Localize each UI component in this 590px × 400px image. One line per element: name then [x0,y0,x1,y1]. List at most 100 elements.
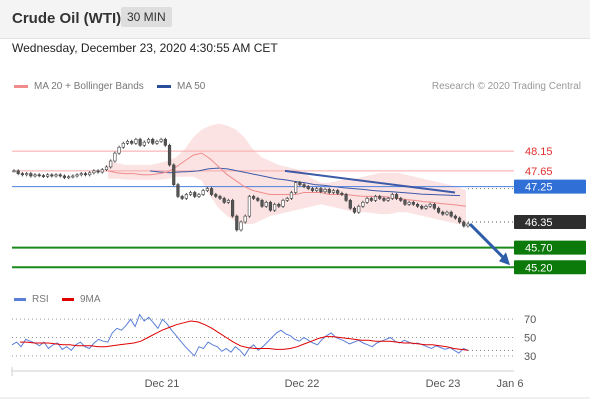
candle-body [331,190,336,193]
candle-body [252,196,256,199]
candle-body [172,164,176,185]
level-label-box [514,215,586,230]
trend-line [284,169,456,194]
level-label-box [514,260,586,275]
candle-body [327,189,331,193]
candle-body [302,184,306,187]
candle-body [390,194,394,199]
candle-body [323,189,327,193]
x-tick-label: Dec 22 [285,378,320,390]
legend-ma50: MA 50 [157,81,205,92]
candle-body [273,204,277,211]
candle-body [163,139,167,146]
candle-body [12,170,16,173]
level-label: 46.35 [525,217,553,229]
candle-body [294,182,298,193]
rsi-swatch [14,297,26,301]
candle-body [230,200,235,217]
bollinger-band-area [108,123,466,225]
rsi-tick-label: 30 [524,351,536,363]
candle-body [285,198,289,201]
ma20-swatch [14,84,28,88]
candle-body [315,188,319,191]
candle-body [197,194,201,197]
ma20-label: MA 20 + Bollinger Bands [34,81,144,92]
candle-body [394,194,399,199]
candle-body [378,196,382,199]
candle-body [146,139,151,143]
candle-body [340,192,344,195]
candle-body [466,223,470,227]
rsi-line [11,313,469,357]
candle-body [352,207,357,213]
candle-body [142,141,146,146]
level-label: 45.70 [525,243,553,255]
legend-rsi: RSI [14,294,49,305]
candle-body [54,174,58,177]
candle-body [58,174,62,177]
rsi-label: RSI [32,294,49,305]
candle-body [138,139,142,146]
candle-body [365,198,369,203]
candle-body [361,202,365,207]
candle-body [306,186,310,189]
candle-body [424,205,428,209]
candle-body [462,221,466,227]
level-label: 45.20 [525,262,553,274]
candle-body [344,194,348,201]
candle-body [226,200,230,203]
candle-body [159,139,163,142]
ma20-line [107,152,467,207]
candle-body [130,141,134,144]
ma50-swatch [157,84,171,88]
candle-body [310,188,315,191]
candle-body [109,160,113,168]
x-tick-label: Jan 6 [497,378,524,390]
candle-body [247,196,252,217]
candle-body [243,215,247,223]
level-label: 47.65 [525,166,553,178]
candle-body [134,139,138,144]
candle-body [445,211,449,215]
candle-body [155,141,159,144]
candle-body [436,207,441,213]
candle-body [386,198,390,201]
candle-body [125,141,130,144]
legend-9ma: 9MA [62,294,101,305]
candle-body [205,188,209,191]
x-tick-label: Dec 23 [426,378,461,390]
candle-body [260,200,264,207]
candle-body [151,139,155,144]
candle-body [79,173,83,176]
candle-body [411,202,415,205]
candle-body [277,204,281,207]
candle-body [209,188,214,195]
ma50-label: MA 50 [177,81,206,92]
candle-body [88,172,92,176]
candle-body [373,196,378,201]
candle-body [33,174,37,177]
candle-body [399,198,403,201]
level-label-box [514,179,586,194]
timeframe-button[interactable]: 30 MIN [121,7,172,27]
candle-body [214,194,218,197]
candle-body [96,170,100,173]
candle-body [218,196,222,199]
candle-body [449,211,453,217]
legend-ma20: MA 20 + Bollinger Bands [14,81,144,92]
chart-header: Crude Oil (WTI) 30 MIN [0,0,590,39]
candle-body [441,211,445,215]
candle-body [25,173,29,176]
candle-body [100,169,104,173]
candle-body [62,175,67,178]
candle-body [67,176,71,179]
candle-body [415,204,420,207]
rsi-tick-label: 70 [524,314,536,326]
projection-arrow [468,222,507,261]
candle-body [180,196,184,199]
candle-body [193,192,197,197]
candle-body [298,182,302,185]
candle-body [41,175,46,177]
candle-body [420,205,424,209]
candle-body [319,188,323,193]
